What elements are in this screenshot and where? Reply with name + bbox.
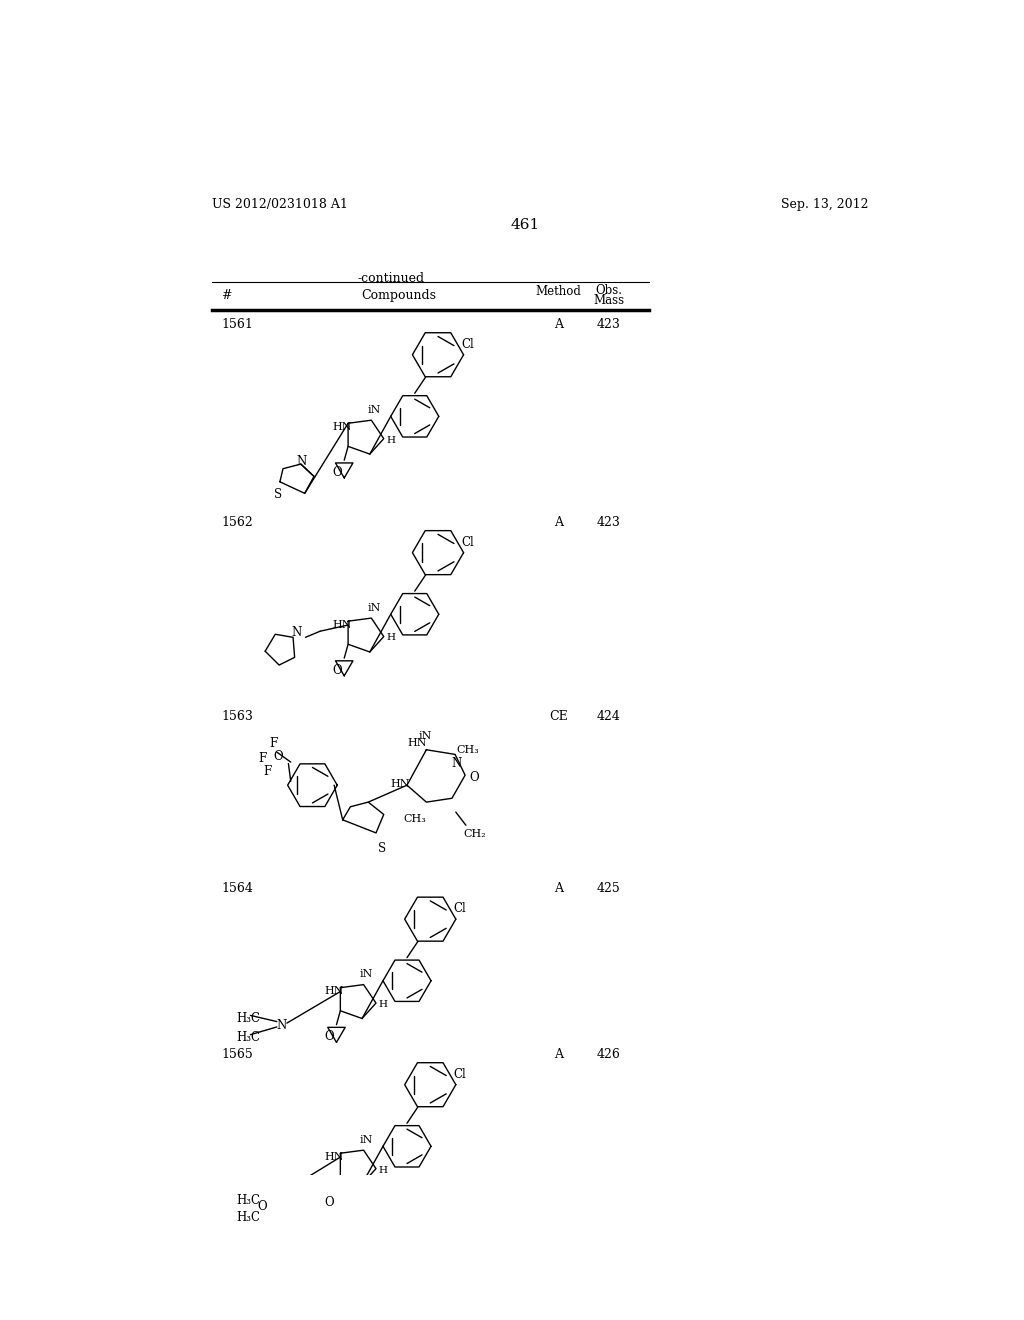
Text: H: H <box>378 1001 387 1008</box>
Text: HN: HN <box>325 986 344 997</box>
Text: CH₂: CH₂ <box>464 829 486 840</box>
Text: H₃C: H₃C <box>237 1195 260 1206</box>
Text: Obs.: Obs. <box>595 284 622 297</box>
Text: 1565: 1565 <box>221 1048 253 1061</box>
Text: Cl: Cl <box>454 1068 466 1081</box>
Text: A: A <box>554 882 562 895</box>
Text: HN: HN <box>325 1151 344 1162</box>
Text: N: N <box>296 455 306 467</box>
Text: F: F <box>270 737 279 750</box>
Text: H: H <box>378 1166 387 1175</box>
Text: US 2012/0231018 A1: US 2012/0231018 A1 <box>212 198 347 211</box>
Text: H: H <box>386 634 395 643</box>
Text: O: O <box>325 1196 335 1209</box>
Text: CH₃: CH₃ <box>457 744 479 755</box>
Text: 426: 426 <box>597 1048 621 1061</box>
Text: A: A <box>554 1048 562 1061</box>
Text: iN: iN <box>359 969 373 979</box>
Text: 1563: 1563 <box>221 710 253 723</box>
Text: iN: iN <box>368 603 381 612</box>
Text: H₃C: H₃C <box>237 1031 260 1044</box>
Text: O: O <box>325 1030 335 1043</box>
Text: N: N <box>276 1019 287 1032</box>
Text: Cl: Cl <box>461 536 474 549</box>
Text: #: # <box>221 289 231 302</box>
Text: N: N <box>452 756 462 770</box>
Text: HN: HN <box>407 738 427 748</box>
Text: O: O <box>333 466 342 479</box>
Text: F: F <box>258 752 266 766</box>
Text: iN: iN <box>359 1135 373 1144</box>
Text: 424: 424 <box>597 710 621 723</box>
Text: O: O <box>333 664 342 677</box>
Text: N: N <box>292 626 302 639</box>
Text: HN: HN <box>333 619 352 630</box>
Text: CE: CE <box>549 710 567 723</box>
Text: iN: iN <box>368 405 381 414</box>
Text: H: H <box>386 436 395 445</box>
Text: iN: iN <box>419 730 432 741</box>
Text: S: S <box>273 488 282 502</box>
Text: 461: 461 <box>510 218 540 232</box>
Text: Sep. 13, 2012: Sep. 13, 2012 <box>780 198 868 211</box>
Text: 1564: 1564 <box>221 882 253 895</box>
Text: Method: Method <box>536 285 581 298</box>
Text: Cl: Cl <box>461 338 474 351</box>
Text: Compounds: Compounds <box>361 289 437 302</box>
Text: O: O <box>273 750 284 763</box>
Text: -continued: -continued <box>358 272 425 285</box>
Text: A: A <box>554 516 562 529</box>
Text: Cl: Cl <box>454 903 466 915</box>
Text: O: O <box>469 771 478 784</box>
Text: 425: 425 <box>597 882 621 895</box>
Text: H₃C: H₃C <box>237 1011 260 1024</box>
Text: HN: HN <box>390 779 410 789</box>
Text: 1561: 1561 <box>221 318 253 331</box>
Text: A: A <box>554 318 562 331</box>
Text: O: O <box>257 1200 267 1213</box>
Text: F: F <box>263 766 272 779</box>
Text: 423: 423 <box>597 516 621 529</box>
Text: S: S <box>378 842 386 855</box>
Text: CH₃: CH₃ <box>403 813 426 824</box>
Text: Mass: Mass <box>593 294 624 308</box>
Text: HN: HN <box>333 422 352 432</box>
Text: 1562: 1562 <box>221 516 253 529</box>
Text: 423: 423 <box>597 318 621 331</box>
Text: H₃C: H₃C <box>237 1210 260 1224</box>
